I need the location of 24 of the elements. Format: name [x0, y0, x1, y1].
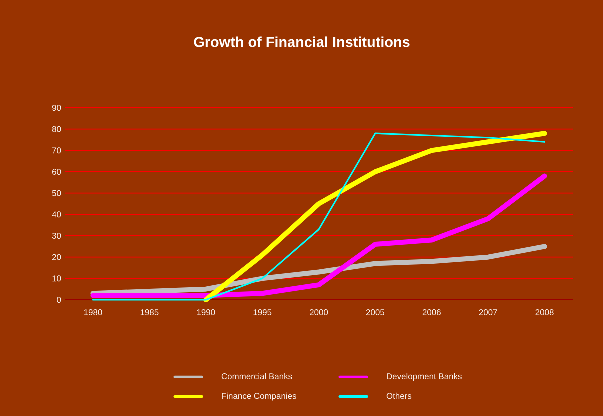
- x-tick-label: 2000: [310, 310, 328, 316]
- x-tick-label: 2005: [366, 310, 385, 316]
- x-tick-label: 1995: [254, 310, 272, 316]
- legend-label: Finance Companies: [222, 392, 296, 401]
- legend-label: Commercial Banks: [222, 373, 292, 380]
- legend-label: Others: [386, 392, 412, 400]
- y-tick-label: 10: [52, 276, 62, 282]
- y-tick-label: 50: [52, 190, 62, 196]
- x-tick-label: 2008: [536, 310, 554, 316]
- y-tick-label: 20: [52, 254, 62, 260]
- x-tick-label: 1980: [84, 310, 102, 316]
- y-tick-label: 30: [52, 233, 62, 239]
- y-tick-label: 40: [52, 212, 62, 218]
- legend-label: Development Banks: [387, 373, 462, 382]
- y-tick-label: 60: [52, 169, 62, 175]
- y-tick-label: 0: [57, 297, 62, 303]
- y-tick-label: 90: [52, 105, 62, 111]
- x-tick-label: 2007: [479, 310, 498, 316]
- y-tick-label: 70: [52, 148, 62, 154]
- chart-title: Growth of Financial Institutions: [194, 36, 410, 48]
- x-tick-label: 1990: [197, 310, 216, 316]
- x-tick-label: 1985: [140, 310, 159, 316]
- y-tick-label: 80: [52, 126, 62, 132]
- x-tick-label: 2006: [422, 310, 441, 316]
